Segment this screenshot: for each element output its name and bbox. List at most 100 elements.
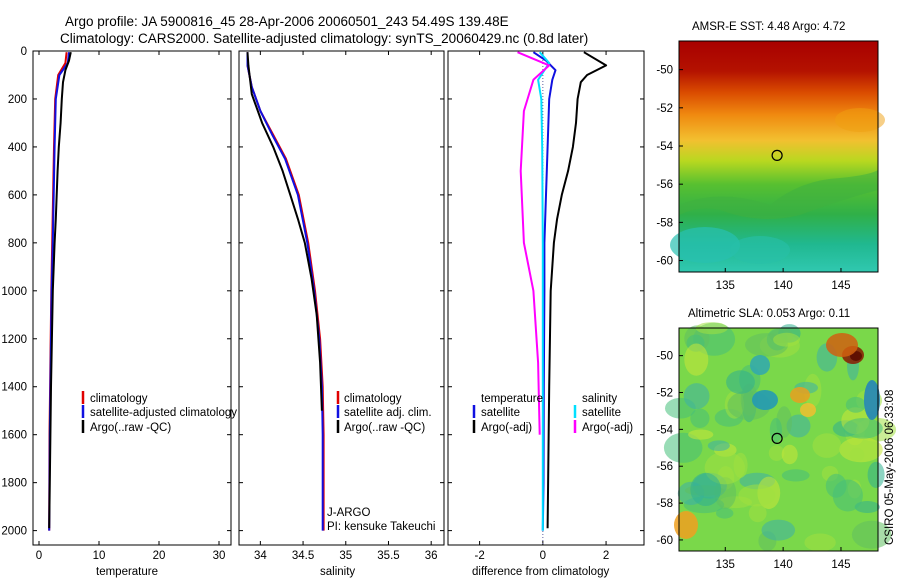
sla-blob [849, 447, 865, 462]
sla-blob [726, 370, 755, 394]
sst-map-panel: AMSR-E SST: 4.48 Argo: 4.72 135 140 145 -50… [656, 21, 885, 292]
series-line-argo-raw-qc [48, 51, 72, 529]
sla-blob [690, 472, 722, 506]
sla-anomaly [864, 380, 880, 420]
temperature-legend: climatology satellite-adjusted climatolo… [81, 391, 237, 434]
sla-blob [684, 343, 709, 376]
sst-map-title: AMSR-E SST: 4.48 Argo: 4.72 [692, 21, 845, 33]
sst-field [670, 41, 885, 272]
legend-label-climatology: climatology [344, 393, 402, 405]
series-line-salinity-argo-adj [517, 51, 551, 435]
sla-anomaly [826, 333, 858, 357]
series-line-temperature-argo-adj [546, 51, 608, 529]
legend-label-sal-satellite: satellite [582, 407, 621, 419]
legend-label-argo: Argo(..raw -QC) [344, 422, 425, 434]
sla-blob [786, 414, 811, 438]
difference-axes-frame [447, 50, 645, 546]
salinity-axes-frame [238, 50, 445, 546]
sla-anomaly [790, 387, 810, 403]
x-tick-label: 145 [831, 559, 850, 571]
y-tick-label: 1600 [1, 430, 27, 442]
argo-location-marker [771, 149, 783, 161]
x-tick-label: 34 [254, 550, 267, 562]
x-tick-label: 34.5 [292, 550, 314, 562]
y-tick-label: 1800 [1, 478, 27, 490]
sla-blob [843, 418, 883, 439]
sla-blob [867, 461, 885, 488]
sla-anomaly [752, 390, 778, 410]
difference-y-axis [448, 50, 644, 532]
sla-map-frame [678, 327, 879, 552]
temperature-series [48, 51, 72, 531]
temperature-x-axis: 0 10 20 30 [36, 51, 226, 562]
legend-header-salinity: salinity [582, 393, 617, 405]
salinity-xlabel: salinity [320, 566, 355, 578]
legend-label-temp-satellite: satellite [481, 407, 520, 419]
sla-blob [716, 507, 734, 519]
y-tick-label: 1200 [1, 334, 27, 346]
difference-xlabel: difference from climatology [472, 566, 609, 578]
y-tick-label: 600 [8, 190, 27, 202]
y-tick-label: -50 [656, 351, 673, 363]
y-tick-label: 1000 [1, 286, 27, 298]
sla-blob [804, 533, 836, 552]
x-tick-label: 135 [716, 559, 735, 571]
series-line-temperature-satellite [532, 51, 557, 531]
sst-map-frame [678, 40, 879, 273]
sla-map-panel: Altimetric SLA: 0.053 Argo: 0.11 135 140 1… [656, 308, 897, 571]
sla-blob [832, 479, 863, 512]
temperature-panel: 0 200 400 600 800 1000 1200 1400 1600 1800 2000 0 1… [1, 46, 237, 578]
x-tick-label: 35 [339, 550, 352, 562]
temperature-y-axis: 0 200 400 600 800 1000 1200 1400 1600 1800 2000 [1, 46, 231, 538]
y-tick-label: -60 [656, 535, 673, 547]
x-tick-label: 140 [774, 280, 793, 292]
difference-series [517, 51, 608, 531]
x-tick-label: 140 [774, 559, 793, 571]
x-tick-label: 10 [93, 550, 106, 562]
sst-front [679, 170, 878, 219]
figure-title-line1: Argo profile: JA 5900816_45 28-Apr-2006 … [65, 14, 509, 29]
y-tick-label: 1400 [1, 382, 27, 394]
salinity-legend: climatology satellite adj. clim. Argo(..… [336, 391, 432, 434]
sla-anomaly [674, 511, 698, 539]
legend-header-temperature: temperature [481, 393, 543, 405]
y-tick-label: -52 [656, 388, 673, 400]
x-tick-label: 0 [36, 550, 42, 562]
sla-blob [683, 383, 710, 410]
y-tick-label: 2000 [1, 526, 27, 538]
temperature-xlabel: temperature [96, 566, 158, 578]
annotation-pi: PI: kensuke Takeuchi [327, 521, 435, 533]
series-line-argo-raw-qc [246, 52, 323, 411]
sst-cold-patch [730, 236, 790, 264]
difference-legend: temperature salinity satellite Argo(-adj… [472, 393, 633, 434]
x-tick-label: 145 [831, 280, 850, 292]
y-tick-label: -54 [656, 424, 673, 436]
salinity-y-axis [239, 50, 444, 532]
sla-blob [854, 501, 880, 513]
y-tick-label: -50 [656, 65, 673, 77]
salinity-x-axis: 34 34.5 35 35.5 36 [254, 51, 438, 562]
sla-blob [845, 396, 866, 413]
legend-label-temp-argo: Argo(-adj) [481, 422, 532, 434]
sla-blob [781, 469, 810, 482]
sla-map-axes: 135 140 145 -50 -52 -54 -56 -58 -60 [656, 351, 850, 571]
y-tick-label: 200 [8, 94, 27, 106]
sst-cold-patch [670, 227, 740, 263]
legend-label-satellite: satellite-adjusted climatology [90, 407, 237, 419]
y-tick-label: -52 [656, 103, 673, 115]
sla-blob [733, 452, 748, 478]
sla-blob [748, 503, 767, 523]
sst-map-axes: 135 140 145 -50 -52 -54 -56 -58 -60 [656, 65, 850, 292]
sla-map-title: Altimetric SLA: 0.053 Argo: 0.11 [688, 308, 850, 320]
sla-blob [690, 408, 710, 428]
sla-blob [773, 332, 800, 347]
y-tick-label: -56 [656, 179, 673, 191]
argo-location-marker [771, 432, 783, 444]
sla-anomaly [750, 355, 770, 375]
sla-blob [738, 484, 776, 507]
x-tick-label: 30 [213, 550, 226, 562]
sst-warm-patch [835, 108, 885, 132]
figure-title-line2: Climatology: CARS2000. Satellite-adjuste… [60, 31, 588, 46]
salinity-panel: 34 34.5 35 35.5 36 salinity climatology sate… [238, 50, 445, 578]
x-tick-label: 135 [716, 280, 735, 292]
